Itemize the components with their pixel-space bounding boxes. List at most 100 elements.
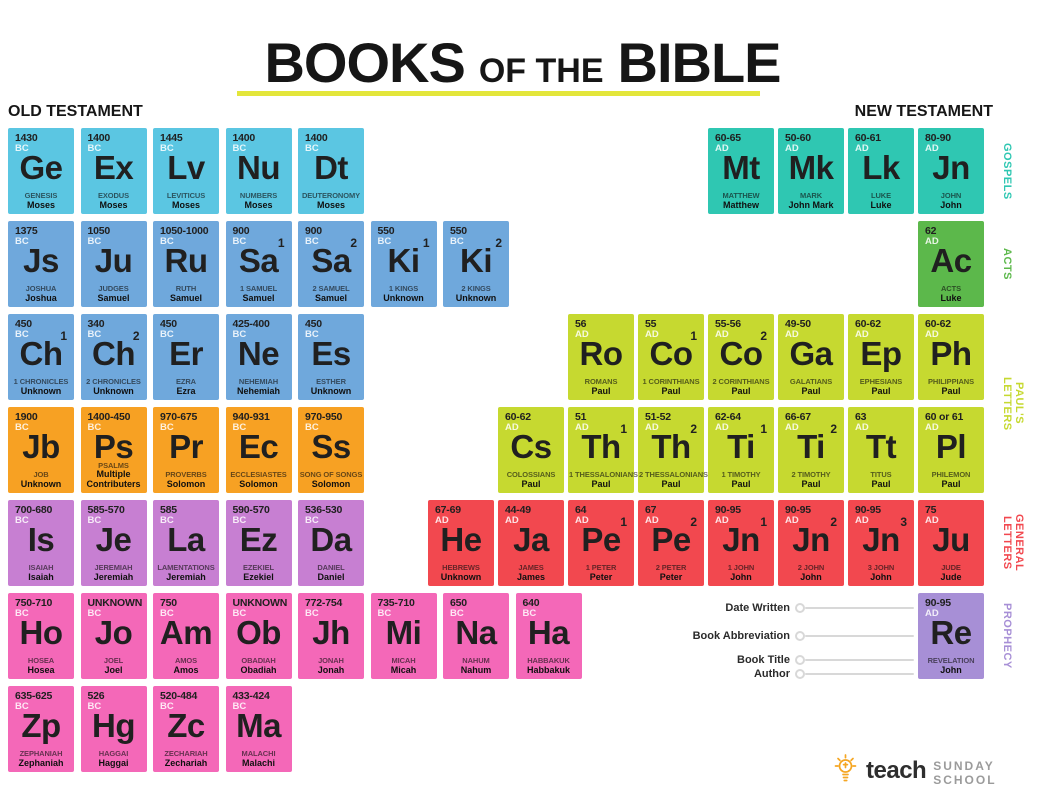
tile-date-written: 536-530 — [305, 504, 343, 516]
tile-author: Paul — [521, 478, 541, 489]
tile-book-abbreviation: Er — [169, 335, 203, 372]
tile-book-abbreviation: Ac — [930, 242, 972, 279]
tile-book-abbreviation: Mi — [385, 614, 422, 651]
tile-author: Jonah — [317, 664, 345, 675]
tile-book-title: JOB — [33, 470, 49, 479]
tile-author: Unknown — [93, 385, 134, 396]
tile-era: AD — [925, 143, 939, 154]
tile-era: BC — [232, 143, 247, 154]
book-tile-tt: 63 AD Tt TITUS Paul — [848, 407, 914, 493]
book-tile-pl: 60 or 61 AD Pl PHILEMON Paul — [918, 407, 984, 493]
legend-pointer-line — [805, 673, 914, 675]
tile-book-abbreviation: Ob — [236, 614, 281, 651]
tile-era: AD — [575, 329, 589, 340]
tile-book-title: AMOS — [174, 656, 198, 665]
tile-book-number: 1 — [760, 422, 767, 436]
tile-book-abbreviation: Ec — [238, 428, 279, 465]
book-tile-pe-1: 64 AD 1 Pe 1 PETER Peter — [568, 500, 634, 586]
tile-author: Unknown — [20, 385, 62, 396]
tile-author: Paul — [871, 478, 891, 489]
tile-author: John — [940, 199, 962, 210]
tile-book-title: ESTHER — [316, 377, 346, 386]
tile-book-abbreviation: Th — [651, 428, 691, 465]
tile-author: Amos — [173, 664, 199, 675]
tile-book-abbreviation: Sa — [311, 242, 351, 279]
tile-era: BC — [232, 701, 247, 712]
tile-book-abbreviation: Pe — [651, 521, 691, 558]
tile-era: AD — [715, 422, 729, 433]
tile-author: Samuel — [242, 292, 275, 303]
book-tile-ki-2: 550 BC 2 Ki 2 KINGS Unknown — [443, 221, 509, 307]
book-tile-ti-1: 62-64 AD 1 Ti 1 TIMOTHY Paul — [708, 407, 774, 493]
book-tile-la: 585 BC La LAMENTATIONS Jeremiah — [153, 500, 219, 586]
tile-author: Paul — [941, 478, 961, 489]
tile-era: BC — [87, 236, 102, 247]
tile-author: Multiple Contributers — [86, 469, 141, 489]
tile-date-written: 640 — [522, 597, 540, 609]
tile-book-title: TITUS — [870, 470, 892, 479]
tile-era: BC — [305, 329, 319, 340]
book-tile-ki-1: 550 BC 1 Ki 1 KINGS Unknown — [370, 221, 437, 307]
book-tile-jn: 80-90 AD Jn JOHN John — [918, 128, 984, 214]
tile-book-title: ZECHARIAH — [164, 749, 208, 758]
tile-book-title: NEHEMIAH — [238, 377, 279, 386]
tile-book-abbreviation: Ju — [94, 242, 133, 279]
tile-era: BC — [450, 608, 464, 619]
book-tile-jn-1: 90-95 AD 1 Jn 1 JOHN John — [708, 500, 774, 586]
book-tile-jn-2: 90-95 AD 2 Jn 2 JOHN John — [778, 500, 844, 586]
legend-pointer-line — [805, 607, 914, 609]
tile-era: AD — [645, 515, 659, 526]
tile-book-title: JOEL — [103, 656, 124, 665]
tile-era: AD — [785, 515, 799, 526]
tile-author: Jeremiah — [166, 571, 206, 582]
tile-author: Matthew — [723, 199, 759, 210]
tile-era: BC — [160, 329, 174, 340]
tile-book-abbreviation: Zp — [21, 707, 61, 744]
tile-book-abbreviation: Jh — [312, 614, 350, 651]
tile-author: Paul — [731, 385, 751, 396]
tile-date-written: 1445 — [160, 132, 183, 144]
tile-era: BC — [15, 329, 29, 340]
tile-book-abbreviation: Ge — [19, 149, 63, 186]
tile-date-written: 75 — [925, 504, 937, 516]
tile-book-abbreviation: Mt — [722, 149, 760, 186]
tile-era: BC — [377, 608, 392, 619]
tile-author: Zephaniah — [18, 757, 64, 768]
tile-author: Malachi — [241, 757, 275, 768]
tile-author: Moses — [99, 199, 128, 210]
tile-book-abbreviation: Jn — [862, 521, 900, 558]
tile-book-title: 2 CHRONICLES — [86, 377, 141, 386]
tile-author: Paul — [661, 478, 681, 489]
book-tile-pr: 970-675 BC Pr PROVERBS Solomon — [153, 407, 219, 493]
tile-date-written: 590-570 — [232, 504, 270, 516]
tile-era: BC — [160, 515, 174, 526]
title-bible: BIBLE — [617, 31, 782, 94]
tile-book-number: 2 — [760, 329, 767, 343]
tile-book-title: EZRA — [175, 377, 197, 386]
tile-author: Paul — [591, 478, 611, 489]
tile-date-written: 750-710 — [15, 597, 53, 609]
tile-date-written: 700-680 — [15, 504, 53, 516]
tile-author: Hosea — [27, 664, 55, 675]
category-label-gospels: GOSPELS — [1001, 142, 1013, 200]
teach-sunday-school-logo: teach SUNDAY SCHOOL — [832, 752, 1045, 789]
tile-date-written: 55 — [645, 318, 657, 330]
tile-era: BC — [15, 422, 29, 433]
tile-book-number: 1 — [277, 236, 285, 250]
book-tile-ep: 60-62 AD Ep EPHESIANS Paul — [848, 314, 914, 400]
legend-row-book-title: Book Title — [678, 654, 914, 666]
tile-book-title: LAMENTATIONS — [157, 563, 215, 572]
tile-book-abbreviation: Ja — [513, 521, 549, 558]
tile-date-written: 90-95 — [785, 504, 811, 516]
tile-date-written: 750 — [160, 597, 177, 609]
tile-era: BC — [232, 236, 247, 247]
tile-author: Samuel — [169, 292, 202, 303]
tile-date-written: 55-56 — [715, 318, 741, 330]
tile-book-title: PROVERBS — [165, 470, 207, 479]
tile-author: Moses — [244, 199, 273, 210]
book-tile-ti-2: 66-67 AD 2 Ti 2 TIMOTHY Paul — [778, 407, 844, 493]
book-tile-co-2: 55-56 AD 2 Co 2 CORINTHIANS Paul — [708, 314, 774, 400]
book-tile-ge: 1430 BC Ge GENESIS Moses — [8, 128, 74, 214]
tile-book-abbreviation: Ps — [93, 428, 134, 465]
tile-date-written: 1400 — [305, 132, 328, 144]
